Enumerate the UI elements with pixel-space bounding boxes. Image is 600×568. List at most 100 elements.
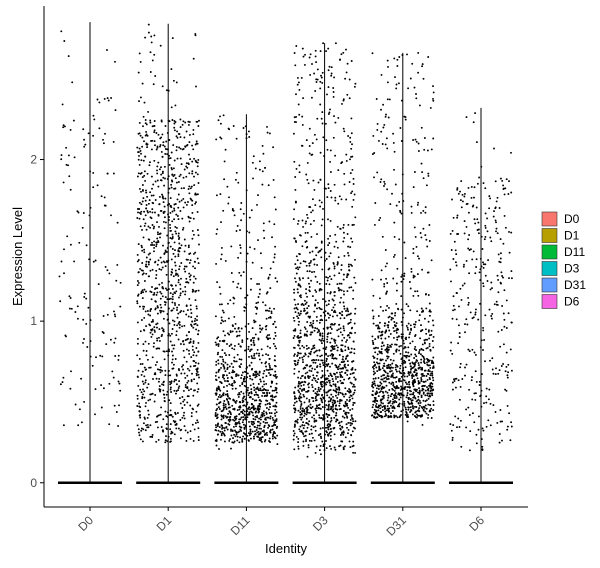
data-point	[257, 430, 260, 433]
data-point	[246, 389, 249, 392]
data-point	[262, 229, 265, 232]
data-point	[176, 273, 179, 276]
data-point	[489, 236, 492, 239]
data-point	[216, 337, 219, 340]
data-point	[386, 147, 389, 150]
data-point	[214, 412, 217, 414]
data-point	[379, 305, 382, 308]
data-point	[329, 341, 332, 344]
data-point	[178, 369, 181, 372]
data-point	[308, 152, 311, 155]
data-point	[262, 301, 264, 304]
data-point	[222, 406, 225, 409]
data-point	[324, 300, 327, 303]
data-point	[386, 282, 389, 284]
data-point	[257, 239, 259, 242]
data-point	[334, 42, 337, 45]
data-point	[398, 398, 401, 401]
data-point	[468, 272, 471, 275]
data-point	[354, 216, 357, 219]
data-point	[185, 277, 188, 280]
data-point	[296, 76, 299, 79]
data-point	[150, 291, 153, 294]
data-point	[389, 404, 392, 407]
data-point	[247, 432, 250, 435]
data-point	[294, 277, 296, 280]
data-point	[246, 294, 249, 297]
data-point	[414, 290, 417, 293]
data-point	[304, 327, 307, 330]
data-point	[459, 199, 462, 202]
data-point	[136, 146, 139, 149]
data-point	[457, 417, 460, 420]
data-point	[422, 209, 425, 212]
data-point	[142, 125, 144, 128]
data-point	[326, 424, 329, 427]
data-point	[235, 433, 238, 436]
data-point	[293, 319, 296, 322]
data-point	[96, 184, 99, 187]
data-point	[89, 170, 92, 173]
data-point	[410, 353, 413, 356]
data-point	[304, 303, 307, 305]
data-point	[194, 251, 197, 254]
data-point	[248, 434, 251, 437]
data-point	[260, 361, 263, 364]
data-point	[391, 381, 394, 384]
data-point	[381, 406, 384, 408]
data-point	[144, 265, 147, 268]
data-point	[465, 363, 468, 366]
data-point	[194, 277, 197, 280]
data-point	[325, 50, 328, 53]
data-point	[138, 410, 141, 413]
data-point	[164, 265, 167, 268]
data-point	[197, 341, 200, 344]
data-point	[267, 354, 270, 357]
data-point	[268, 364, 271, 367]
data-point	[377, 362, 379, 365]
data-point	[260, 348, 263, 351]
data-point	[220, 221, 222, 224]
data-point	[498, 441, 501, 444]
data-point	[418, 410, 421, 413]
data-point	[157, 214, 160, 217]
data-point	[351, 422, 354, 425]
data-point	[108, 423, 111, 426]
data-point	[140, 210, 143, 213]
data-point	[496, 274, 499, 277]
data-point	[352, 420, 355, 423]
data-point	[387, 324, 389, 327]
data-point	[268, 372, 270, 374]
data-point	[334, 196, 337, 199]
data-point	[297, 284, 300, 287]
data-point	[508, 180, 510, 183]
data-point	[63, 272, 65, 275]
data-point	[194, 34, 197, 37]
data-point	[159, 144, 162, 146]
data-point	[376, 370, 379, 373]
data-point	[112, 140, 115, 143]
data-point	[241, 341, 244, 343]
data-point	[229, 299, 232, 302]
data-point	[258, 424, 261, 427]
data-point	[465, 259, 468, 262]
data-point	[456, 216, 459, 219]
data-point	[319, 453, 322, 456]
data-point	[158, 336, 160, 339]
data-point	[151, 319, 154, 321]
data-point	[326, 340, 329, 343]
data-point	[305, 333, 308, 336]
data-point	[259, 378, 262, 381]
data-point	[188, 172, 191, 175]
data-point	[352, 401, 355, 404]
data-point	[256, 283, 259, 285]
data-point	[468, 414, 471, 416]
data-point	[188, 272, 191, 275]
data-point	[427, 330, 430, 333]
data-point	[100, 384, 103, 387]
data-point	[309, 223, 312, 226]
data-point	[217, 351, 220, 354]
data-point	[307, 375, 310, 377]
